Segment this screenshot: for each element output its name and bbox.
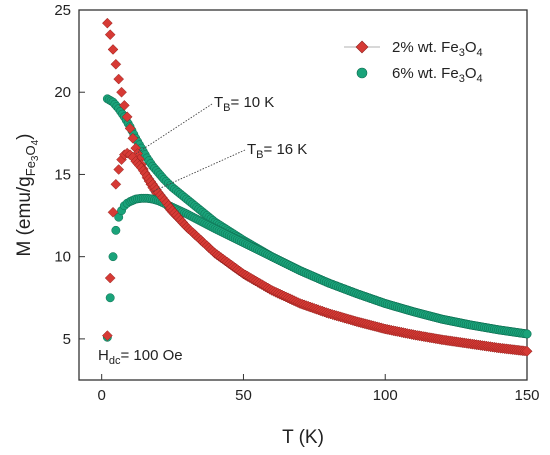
data-point-2pct-fc xyxy=(102,17,113,29)
data-point-6pct-zfc xyxy=(105,293,115,303)
data-markers xyxy=(102,17,533,357)
data-point-2pct-fc xyxy=(119,100,130,111)
legend-label-2pct: 2% wt. Fe3O4 xyxy=(392,39,483,59)
legend-marker-2pct xyxy=(355,40,369,54)
legend-marker-6pct xyxy=(356,67,368,79)
data-point-2pct-zfc xyxy=(107,206,119,218)
data-point-6pct-zfc xyxy=(108,252,118,262)
data-point-2pct-zfc xyxy=(521,345,533,357)
data-point-2pct-zfc xyxy=(102,330,113,341)
y-tick-label: 25 xyxy=(54,2,71,19)
data-point-2pct-fc xyxy=(110,58,122,70)
legend-label-6pct: 6% wt. Fe3O4 xyxy=(392,65,483,85)
field-label: Hdc= 100 Oe xyxy=(98,347,183,367)
data-point-2pct-fc xyxy=(127,132,139,144)
data-point-2pct-zfc xyxy=(113,164,125,175)
data-point-2pct-zfc xyxy=(110,178,122,190)
data-point-6pct-zfc xyxy=(111,225,121,235)
data-point-2pct-fc xyxy=(113,73,125,85)
data-point-6pct-zfc xyxy=(522,329,532,339)
data-point-2pct-fc xyxy=(107,44,119,55)
annotation-leader-tb16 xyxy=(150,149,246,193)
y-tick-label: 5 xyxy=(63,331,71,348)
y-axis-title: M (emu/gFe3O4) xyxy=(14,134,41,257)
data-point-2pct-fc xyxy=(121,111,133,123)
x-tick-label: 100 xyxy=(373,387,398,404)
data-point-2pct-zfc xyxy=(104,272,116,284)
legend: 2% wt. Fe3O4 6% wt. Fe3O4 xyxy=(344,39,483,85)
axis-ticks: 0 50 100 150 5 10 15 20 25 xyxy=(54,2,539,404)
plot-frame xyxy=(78,9,528,381)
x-tick-label: 50 xyxy=(235,387,252,404)
data-point-2pct-fc xyxy=(124,123,136,134)
x-axis-title: T (K) xyxy=(282,427,324,448)
x-tick-label: 0 xyxy=(98,387,106,404)
annotation-tb16: TB= 16 K xyxy=(247,141,307,161)
data-point-2pct-fc xyxy=(104,29,116,41)
data-point-2pct-fc xyxy=(116,86,127,98)
y-tick-label: 15 xyxy=(54,166,71,183)
y-tick-label: 10 xyxy=(54,249,71,266)
annotation-leader-tb10 xyxy=(135,103,213,155)
annotation-tb10: TB= 10 K xyxy=(214,94,274,114)
x-tick-label: 150 xyxy=(514,387,539,404)
y-tick-label: 20 xyxy=(54,84,71,101)
